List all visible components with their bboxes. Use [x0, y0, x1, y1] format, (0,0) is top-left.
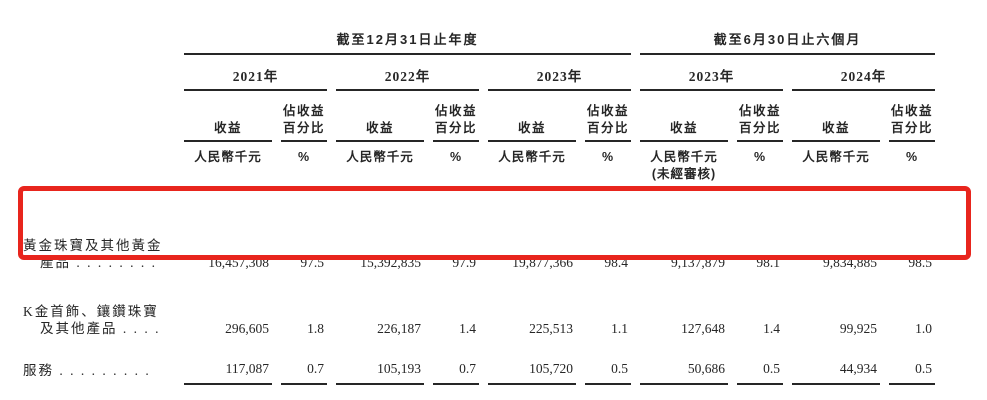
pct-column-header: 佔收益 百分比: [889, 91, 935, 142]
pct-unit: %: [297, 150, 311, 164]
pct-value-2022: 97.9: [452, 255, 476, 270]
period-header-annual: 截至12月31日止年度: [184, 8, 631, 55]
table-row-services: 服務 . . . . . . . . . 117,087 0.7 105,193…: [23, 345, 935, 385]
revenue-unit: 人民幣千元: [346, 150, 414, 164]
pct-header-line1: 佔收益: [586, 104, 629, 118]
header-spacer: [23, 142, 175, 207]
table-row-gold-products: 黃金珠寶及其他黃金 產品 . . . . . . . . 16,457,308 …: [23, 207, 935, 279]
pct-value-2023-interim: 98.1: [756, 255, 780, 270]
revenue-column-header: 收益: [184, 91, 272, 142]
revenue-breakdown-table: 截至12月31日止年度 截至6月30日止六個月 2021年 2022年 2023…: [14, 8, 944, 400]
pct-header-line1: 佔收益: [282, 104, 325, 118]
revenue-value-2021: 16,457,308: [208, 255, 269, 270]
pct-header-line1: 佔收益: [890, 104, 933, 118]
revenue-value-2021: 296,605: [225, 321, 269, 336]
spacer-row: [23, 385, 935, 400]
row-label-line1: K金首飾、鑲鑽珠寶: [23, 304, 159, 319]
pct-value-2024-interim: 98.5: [908, 255, 932, 270]
column-header-row: 收益 佔收益 百分比 收益 佔收益 百分比 收益 佔收益 百分比 收益 佔收益 百分比 …: [23, 91, 935, 142]
pct-value-2023-interim: 1.4: [763, 321, 780, 336]
pct-header-line2: 百分比: [586, 121, 629, 135]
pct-value-2021: 97.5: [300, 255, 324, 270]
pct-header-line2: 百分比: [738, 121, 781, 135]
year-header-2022: 2022年: [336, 55, 479, 91]
pct-header-line2: 百分比: [282, 121, 325, 135]
pct-unit: %: [753, 150, 767, 164]
revenue-value-2023-interim: 50,686: [640, 345, 728, 385]
pct-header-line1: 佔收益: [434, 104, 477, 118]
row-label: 黃金珠寶及其他黃金 產品 . . . . . . . .: [23, 207, 175, 279]
pct-column-header: 佔收益 百分比: [585, 91, 631, 142]
pct-value-2022: 0.7: [433, 345, 479, 385]
pct-column-header: 佔收益 百分比: [737, 91, 783, 142]
revenue-value-2022: 15,392,835: [360, 255, 421, 270]
year-header-row: 2021年 2022年 2023年 2023年 2024年: [23, 55, 935, 91]
pct-value-2023: 0.5: [585, 345, 631, 385]
pct-column-header: 佔收益 百分比: [433, 91, 479, 142]
period-header-row: 截至12月31日止年度 截至6月30日止六個月: [23, 8, 935, 55]
period-header-interim: 截至6月30日止六個月: [640, 8, 935, 55]
revenue-column-header: 收益: [336, 91, 424, 142]
pct-value-2024-interim: 1.0: [915, 321, 932, 336]
row-label: K金首飾、鑲鑽珠寶 及其他產品 . . . .: [23, 279, 175, 345]
year-header-2024-interim: 2024年: [792, 55, 935, 91]
header-spacer: [23, 91, 175, 142]
row-label-line2: 及其他產品 . . . .: [40, 321, 161, 336]
pct-value-2021: 1.8: [307, 321, 324, 336]
revenue-unit: 人民幣千元: [498, 150, 566, 164]
pct-value-2021: 0.7: [281, 345, 327, 385]
pct-value-2023: 98.4: [604, 255, 628, 270]
pct-header-line1: 佔收益: [738, 104, 781, 118]
pct-unit: %: [905, 150, 919, 164]
row-label-line2: 產品 . . . . . . . .: [40, 255, 157, 270]
pct-value-2022: 1.4: [459, 321, 476, 336]
revenue-unit-with-note: 人民幣千元 (未經審核): [640, 142, 728, 207]
pct-value-2023-interim: 0.5: [737, 345, 783, 385]
pct-value-2023: 1.1: [611, 321, 628, 336]
pct-value-2024-interim: 0.5: [889, 345, 935, 385]
year-header-2023: 2023年: [488, 55, 631, 91]
revenue-unit: 人民幣千元: [194, 150, 262, 164]
header-spacer: [23, 8, 175, 55]
table-row-kgold-products: K金首飾、鑲鑽珠寶 及其他產品 . . . . 296,605 1.8 226,…: [23, 279, 935, 345]
revenue-column-header: 收益: [488, 91, 576, 142]
unaudited-note: (未經審核): [651, 167, 717, 181]
row-label-line1: 黃金珠寶及其他黃金: [23, 238, 163, 253]
pct-header-line2: 百分比: [890, 121, 933, 135]
row-label: 服務 . . . . . . . . .: [23, 345, 175, 385]
revenue-value-2024-interim: 44,934: [792, 345, 880, 385]
header-spacer: [23, 55, 175, 91]
revenue-value-2023-interim: 127,648: [681, 321, 725, 336]
revenue-value-2022: 226,187: [377, 321, 421, 336]
revenue-value-2022: 105,193: [336, 345, 424, 385]
pct-unit: %: [449, 150, 463, 164]
row-label-line1: 服務 . . . . . . . . .: [23, 363, 151, 378]
revenue-value-2024-interim: 9,834,885: [823, 255, 877, 270]
revenue-value-2021: 117,087: [184, 345, 272, 385]
revenue-value-2023: 19,877,366: [512, 255, 573, 270]
spacer: [23, 385, 935, 400]
revenue-unit: 人民幣千元: [650, 150, 718, 164]
revenue-value-2024-interim: 99,925: [839, 321, 877, 336]
year-header-2021: 2021年: [184, 55, 327, 91]
year-header-2023-interim: 2023年: [640, 55, 783, 91]
revenue-value-2023: 225,513: [529, 321, 573, 336]
revenue-unit: 人民幣千元: [802, 150, 870, 164]
revenue-column-header: 收益: [792, 91, 880, 142]
unit-header-row: 人民幣千元 % 人民幣千元 % 人民幣千元 % 人民幣千元 (未經審核) % 人民…: [23, 142, 935, 207]
revenue-value-2023-interim: 9,137,879: [671, 255, 725, 270]
revenue-value-2023: 105,720: [488, 345, 576, 385]
pct-unit: %: [601, 150, 615, 164]
pct-column-header: 佔收益 百分比: [281, 91, 327, 142]
revenue-column-header: 收益: [640, 91, 728, 142]
pct-header-line2: 百分比: [434, 121, 477, 135]
